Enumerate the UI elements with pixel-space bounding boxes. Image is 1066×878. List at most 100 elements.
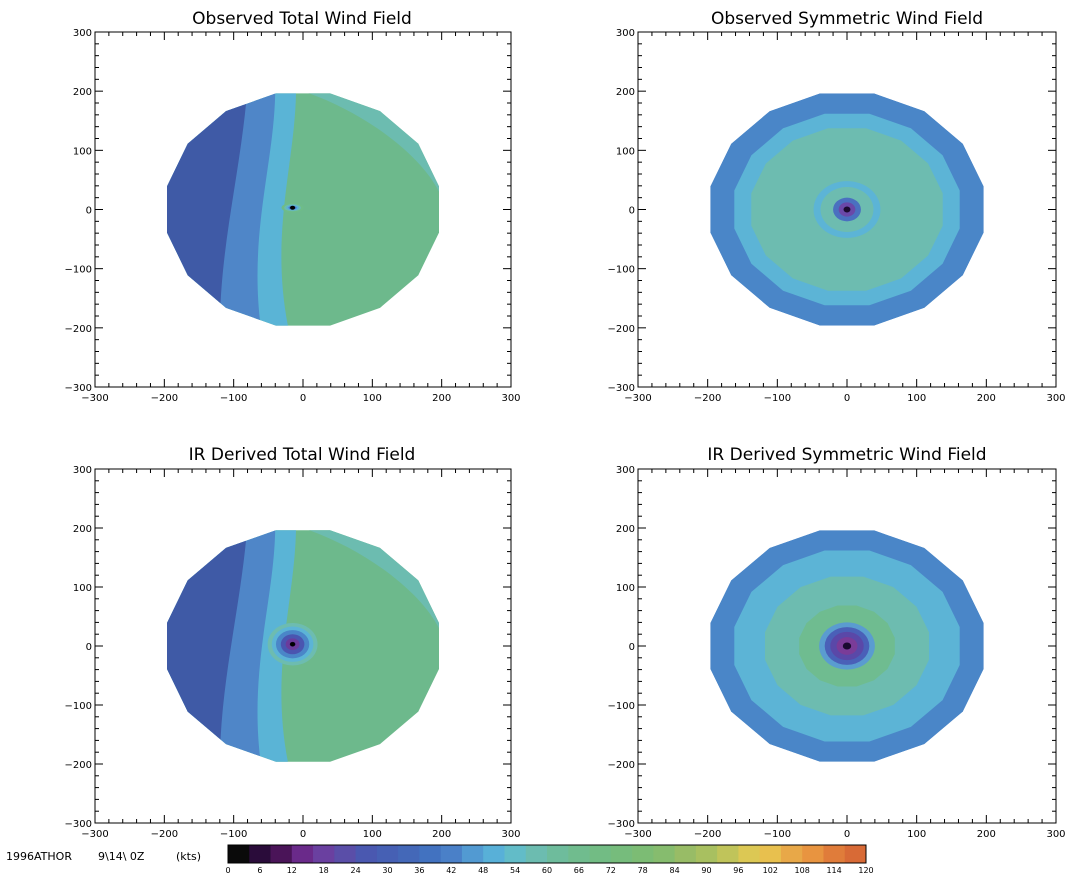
colorbar-swatch [589, 845, 612, 863]
colorbar-tick-label: 90 [701, 866, 711, 875]
units-label: (kts) [176, 850, 201, 863]
colorbar-swatch [313, 845, 335, 863]
x-tick-label: −100 [220, 393, 247, 404]
wind-field [167, 93, 439, 326]
y-tick-label: 100 [73, 146, 92, 157]
y-tick-label: 200 [73, 87, 92, 98]
colorbar-swatch [334, 845, 356, 863]
x-tick-label: 200 [432, 393, 451, 404]
wind-contour [843, 206, 851, 213]
colorbar-tick-label: 6 [257, 866, 262, 875]
y-tick-label: −100 [608, 265, 635, 276]
y-tick-label: −300 [608, 383, 635, 394]
colorbar-tick-label: 36 [414, 866, 424, 875]
colorbar-tick-label: 66 [574, 866, 584, 875]
panel-title: Observed Total Wind Field [192, 9, 412, 29]
colorbar-swatch [717, 845, 739, 863]
colorbar-swatch [440, 845, 463, 863]
y-tick-label: 300 [73, 465, 92, 476]
eye-center [290, 642, 296, 647]
colorbar-tick-label: 96 [733, 866, 743, 875]
y-tick-label: 0 [629, 642, 635, 653]
colorbar-swatch [610, 845, 633, 863]
x-tick-label: 0 [300, 393, 306, 404]
y-tick-label: 100 [616, 583, 635, 594]
colorbar-tick-label: 30 [382, 866, 392, 875]
colorbar-swatch [780, 845, 803, 863]
x-tick-label: −300 [624, 829, 651, 840]
x-tick-label: −300 [81, 393, 108, 404]
colorbar-tick-label: 24 [351, 866, 361, 875]
colorbar-swatch [270, 845, 293, 863]
y-tick-label: −100 [65, 265, 92, 276]
x-tick-label: −200 [694, 829, 721, 840]
y-tick-label: −300 [65, 383, 92, 394]
colorbar-swatch [228, 845, 250, 863]
colorbar-swatch [632, 845, 654, 863]
colorbar-swatch [823, 845, 846, 863]
wind-field [710, 530, 984, 762]
x-tick-label: 0 [844, 393, 850, 404]
colorbar-tick-label: 114 [826, 866, 841, 875]
colorbar-swatch [674, 845, 697, 863]
x-tick-label: 0 [300, 829, 306, 840]
x-tick-label: 100 [907, 829, 926, 840]
colorbar-tick-label: 12 [287, 866, 297, 875]
colorbar-swatch [525, 845, 548, 863]
colorbar-tick-label: 108 [795, 866, 810, 875]
eye-center [290, 205, 296, 210]
x-tick-label: −100 [764, 393, 791, 404]
colorbar-swatch [695, 845, 718, 863]
panel-title: IR Derived Total Wind Field [189, 445, 416, 465]
panel-title: IR Derived Symmetric Wind Field [707, 445, 986, 465]
y-tick-label: 200 [616, 87, 635, 98]
x-tick-label: 300 [501, 829, 520, 840]
colorbar-swatch [398, 845, 420, 863]
x-tick-label: −100 [220, 829, 247, 840]
y-tick-label: −300 [65, 819, 92, 830]
colorbar-tick-label: 84 [670, 866, 680, 875]
y-tick-label: −300 [608, 819, 635, 830]
y-tick-label: 300 [616, 465, 635, 476]
x-tick-label: −200 [151, 829, 178, 840]
x-tick-label: −100 [764, 829, 791, 840]
colorbar-swatch [653, 845, 675, 863]
y-tick-label: −200 [608, 760, 635, 771]
y-tick-label: −200 [608, 324, 635, 335]
colorbar-swatch [547, 845, 569, 863]
axis-ticks [94, 31, 512, 388]
x-tick-label: 200 [977, 393, 996, 404]
y-tick-label: −200 [65, 760, 92, 771]
colorbar-swatch [802, 845, 824, 863]
storm-id: 1996ATHOR [6, 850, 72, 863]
x-tick-label: 100 [363, 393, 382, 404]
x-tick-label: −300 [81, 829, 108, 840]
colorbar-swatch [249, 845, 271, 863]
wind-field [167, 530, 439, 762]
y-tick-label: 300 [73, 28, 92, 39]
y-tick-label: −100 [608, 701, 635, 712]
colorbar-swatch [291, 845, 314, 863]
x-tick-label: 200 [432, 829, 451, 840]
x-tick-label: 300 [501, 393, 520, 404]
colorbar-tick-label: 54 [510, 866, 520, 875]
x-tick-label: −200 [694, 393, 721, 404]
y-tick-label: 0 [86, 206, 92, 217]
x-tick-label: 200 [977, 829, 996, 840]
colorbar-swatch [483, 845, 505, 863]
panel-observed-symmetric: Observed Symmetric Wind Field −300 −200 −1… [608, 9, 1066, 404]
colorbar-swatch [419, 845, 442, 863]
x-tick-label: 300 [1046, 393, 1065, 404]
colorbar-tick-label: 120 [858, 866, 873, 875]
y-tick-label: 300 [616, 28, 635, 39]
y-tick-label: 0 [86, 642, 92, 653]
y-tick-label: −100 [65, 701, 92, 712]
x-tick-label: −300 [624, 393, 651, 404]
y-tick-label: 100 [73, 583, 92, 594]
wind-field [710, 93, 984, 326]
y-tick-label: 200 [73, 524, 92, 535]
colorbar-tick-label: 42 [446, 866, 456, 875]
datetime: 9\14\ 0Z [98, 850, 145, 863]
panel-observed-total: Observed Total Wind Field −300 −200 −100 0 1… [65, 9, 521, 404]
